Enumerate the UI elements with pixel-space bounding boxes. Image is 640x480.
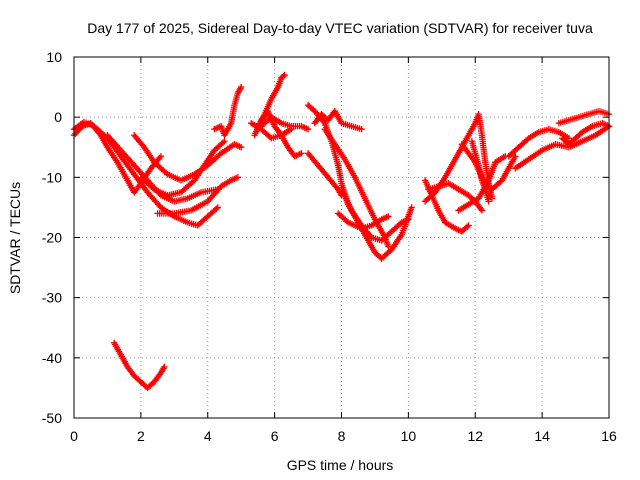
data-point-marker bbox=[488, 195, 496, 202]
data-markers bbox=[70, 71, 613, 392]
x-tick-label: 4 bbox=[204, 428, 212, 444]
data-point-marker bbox=[288, 126, 295, 133]
data-point-marker bbox=[358, 126, 365, 133]
data-point-marker bbox=[221, 138, 228, 145]
data-point-marker bbox=[512, 153, 519, 160]
data-point-marker bbox=[266, 133, 274, 141]
data-point-marker bbox=[465, 222, 472, 229]
y-axis-label: SDTVAR / TECUs bbox=[7, 182, 23, 294]
data-point-marker bbox=[565, 135, 573, 142]
y-tick-label: -10 bbox=[42, 169, 62, 185]
data-point-marker bbox=[343, 217, 350, 225]
x-tick-label: 0 bbox=[70, 428, 78, 444]
data-point-marker bbox=[405, 216, 412, 223]
data-point-marker bbox=[213, 205, 220, 212]
data-point-marker bbox=[214, 204, 221, 211]
y-tick-label: 0 bbox=[54, 109, 62, 125]
plot-frame bbox=[73, 56, 610, 419]
data-point-marker bbox=[157, 153, 165, 160]
chart-title: Day 177 of 2025, Sidereal Day-to-day VTE… bbox=[87, 20, 593, 36]
data-point-marker bbox=[478, 207, 486, 214]
data-point-marker bbox=[385, 243, 392, 250]
data-point-marker bbox=[298, 150, 305, 157]
x-tick-label: 16 bbox=[601, 428, 617, 444]
x-tick-label: 6 bbox=[271, 428, 279, 444]
x-axis-label: GPS time / hours bbox=[287, 457, 394, 473]
data-point-marker bbox=[234, 174, 242, 181]
data-point-marker bbox=[304, 126, 312, 133]
x-tick-label: 12 bbox=[467, 428, 483, 444]
data-point-marker bbox=[464, 223, 471, 230]
axis-ticks: 0 2 4 6 8 10 12 14 16 -50 -40 -30 -20 -10 0 10 bbox=[42, 49, 617, 444]
data-point-marker bbox=[281, 71, 288, 79]
data-point-marker bbox=[485, 198, 492, 205]
y-tick-label: 10 bbox=[46, 49, 62, 65]
x-tick-label: 14 bbox=[534, 428, 550, 444]
data-point-marker bbox=[280, 72, 287, 80]
y-tick-label: -20 bbox=[42, 230, 62, 246]
grid-lines bbox=[74, 57, 609, 418]
data-point-marker bbox=[219, 139, 227, 146]
y-tick-label: -40 bbox=[42, 350, 62, 366]
x-tick-label: 8 bbox=[338, 428, 346, 444]
data-point-marker bbox=[385, 213, 392, 220]
y-tick-label: -30 bbox=[42, 290, 62, 306]
data-point-marker bbox=[237, 83, 245, 91]
data-point-marker bbox=[161, 363, 168, 371]
x-tick-label: 10 bbox=[401, 428, 417, 444]
x-tick-label: 2 bbox=[137, 428, 145, 444]
y-tick-label: -50 bbox=[42, 410, 62, 426]
data-point-marker bbox=[408, 204, 415, 211]
data-point-marker bbox=[237, 144, 245, 151]
